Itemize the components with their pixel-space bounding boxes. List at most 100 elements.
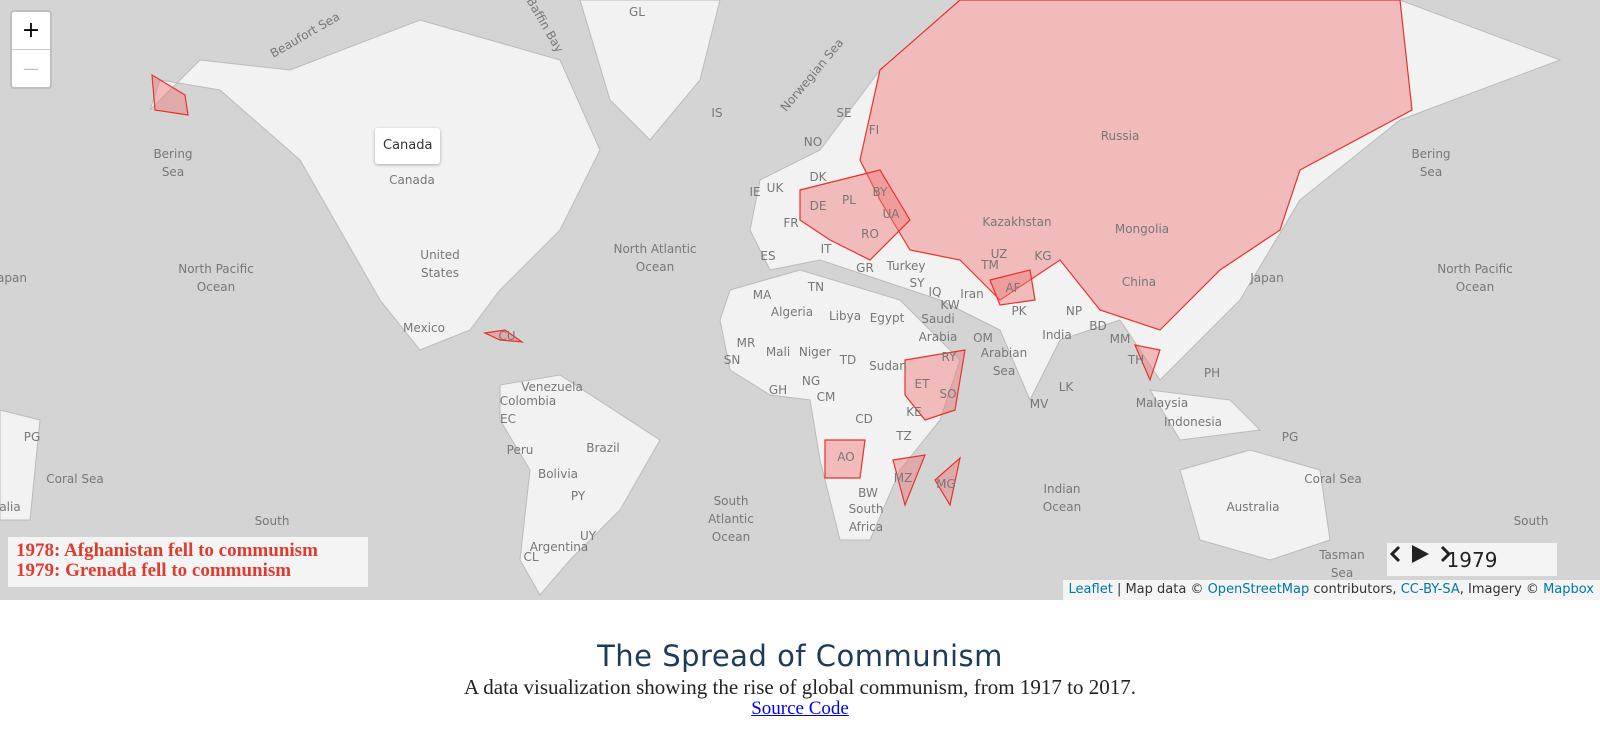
map-label: IS	[711, 106, 723, 120]
map-label: SY	[909, 276, 925, 290]
map-label: KW	[940, 298, 960, 312]
communist-region	[989, 269, 1036, 306]
map-label: NO	[803, 135, 823, 149]
communist-region	[824, 439, 866, 479]
attribution: Leaflet | Map data © OpenStreetMap contr…	[1062, 580, 1600, 600]
communist-region	[892, 454, 926, 507]
zoom-control: + —	[10, 10, 52, 89]
map-label: CD	[855, 412, 873, 426]
map-label: KG	[1034, 249, 1052, 263]
map-label: PH	[1203, 366, 1221, 380]
zoom-in[interactable]: +	[21, 18, 41, 43]
next-button[interactable]	[1440, 545, 1452, 563]
map-label: AF	[1005, 281, 1021, 295]
footer: The Spread of Communism A data visualiza…	[0, 636, 1600, 720]
timeline-control: 1979	[1387, 543, 1557, 576]
map-label: Indonesia	[1163, 415, 1223, 429]
land	[499, 374, 661, 596]
tooltip: Canada	[375, 128, 441, 164]
map-label: DE	[809, 199, 827, 213]
map-label: KE	[906, 405, 922, 419]
map-label: CU	[498, 329, 516, 343]
map-label: TH	[1127, 353, 1145, 367]
map-label: Malaysia	[1135, 396, 1189, 410]
map-label: IT	[820, 242, 832, 256]
map-label: SO	[939, 387, 957, 401]
play-button[interactable]	[1412, 545, 1429, 563]
osm-link[interactable]: OpenStreetMap	[1207, 582, 1310, 597]
map-label: South	[254, 514, 290, 528]
mapbox-link[interactable]: Mapbox	[1543, 582, 1594, 597]
land	[1179, 449, 1331, 561]
map-label: OM	[973, 331, 993, 345]
map-label: TN	[807, 280, 825, 294]
source-link[interactable]: Source Code	[751, 698, 849, 719]
map-label: Kazakhstan	[982, 215, 1052, 229]
map-label: MM	[1109, 332, 1131, 346]
map-label: South	[1513, 514, 1549, 528]
map-label: Mali	[765, 345, 791, 359]
map-label: TZ	[896, 429, 912, 443]
map-label: BW	[858, 486, 878, 500]
map-label: Niger	[798, 345, 832, 359]
map-label: MZ	[893, 471, 913, 485]
map-label: Coral Sea	[46, 472, 104, 486]
map-label: PY	[570, 489, 586, 503]
land	[579, 0, 721, 141]
map-label: Sudan	[869, 359, 907, 373]
map-label: CM	[816, 390, 836, 404]
map-label: GL	[629, 5, 645, 19]
title: The Spread of Communism	[597, 639, 1003, 673]
history-line: 1978: Afghanistan fell to communism	[16, 540, 318, 561]
map-label: ET	[914, 377, 930, 391]
map-label: Turkey	[886, 259, 926, 273]
leaflet-link[interactable]: Leaflet	[1068, 582, 1113, 597]
map-label: North Pacific Ocean	[178, 262, 254, 294]
subtitle: A data visualization showing the rise of…	[464, 675, 1136, 699]
prev-button[interactable]	[1389, 545, 1401, 563]
map-label: NG	[801, 374, 821, 388]
map-label: Tasman Sea	[1319, 548, 1365, 580]
map-label: SN	[723, 353, 741, 367]
map-label: Algeria	[770, 305, 814, 319]
map-label: United States	[420, 248, 460, 280]
map-label: MV	[1029, 397, 1049, 411]
map-label: Japan	[1250, 271, 1284, 285]
land	[749, 0, 1562, 402]
map-label: RO	[861, 227, 879, 241]
map-label: Australia	[1226, 500, 1280, 514]
map-label: Canada	[389, 173, 435, 187]
map[interactable]: Beaufort Sea Baffin Bay GL Norwegian Sea IS S…	[0, 0, 1600, 600]
attribution-text: contributors,	[1309, 582, 1401, 597]
communist-region	[482, 329, 525, 343]
map-label: BD	[1089, 319, 1107, 333]
map-label: PL	[842, 193, 856, 207]
map-label: PK	[1011, 304, 1027, 318]
map-label: NP	[1065, 304, 1083, 318]
attribution-text: , Imagery ©	[1459, 582, 1544, 597]
map-label: UK	[766, 181, 784, 195]
map-label: Bering Sea	[153, 147, 193, 179]
map-label: RY	[941, 350, 957, 364]
license-link[interactable]: CC-BY-SA	[1400, 582, 1460, 597]
map-label: Coral Sea	[1304, 472, 1362, 486]
map-label: Egypt	[869, 311, 905, 325]
map-label: Bering Sea	[1411, 147, 1451, 179]
map-label: UY	[579, 529, 597, 543]
map-label: North Pacific Ocean	[1437, 262, 1513, 294]
map-label: AO	[837, 450, 855, 464]
communist-region	[934, 456, 961, 507]
map-label: India	[1042, 328, 1072, 342]
map-label: GR	[856, 261, 874, 275]
map-label: CL	[523, 550, 539, 564]
map-label: BY	[872, 185, 888, 199]
map-label: IE	[749, 185, 761, 199]
map-label: EC	[500, 412, 516, 426]
map-label: Libya	[828, 309, 862, 323]
map-label: FI	[868, 123, 880, 137]
map-label: Arabian Sea	[980, 346, 1028, 378]
zoom-out[interactable]: —	[12, 49, 50, 87]
map-label: China	[1121, 275, 1157, 289]
communist-region	[859, 0, 1413, 331]
